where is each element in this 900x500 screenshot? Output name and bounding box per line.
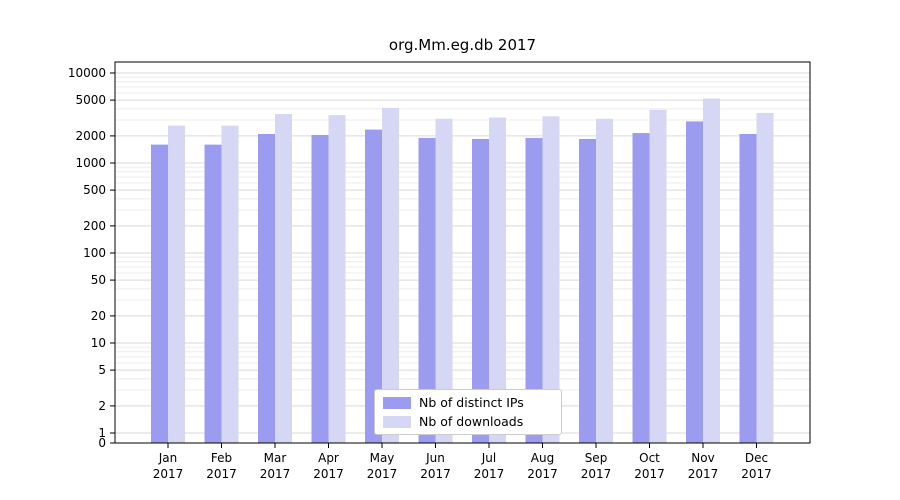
y-tick-label: 2000 bbox=[75, 129, 106, 143]
x-tick-label: Feb 2017 bbox=[206, 451, 237, 481]
x-tick-label: Apr 2017 bbox=[313, 451, 344, 481]
y-tick-label: 10 bbox=[91, 336, 106, 350]
x-tick-label: Mar 2017 bbox=[260, 451, 291, 481]
y-tick-label: 5000 bbox=[75, 93, 106, 107]
bar-distinct-ips bbox=[686, 121, 703, 443]
bar-downloads bbox=[596, 118, 613, 443]
y-tick-label: 500 bbox=[83, 183, 106, 197]
bar-distinct-ips bbox=[472, 138, 489, 444]
x-tick-label: Oct 2017 bbox=[634, 451, 665, 481]
x-tick-label: Sep 2017 bbox=[581, 451, 612, 481]
y-tick-label: 50 bbox=[91, 273, 106, 287]
bar-distinct-ips bbox=[151, 144, 168, 443]
bar-downloads bbox=[435, 118, 453, 443]
bar-downloads bbox=[542, 116, 560, 444]
bar-downloads bbox=[649, 109, 667, 443]
bar-downloads bbox=[489, 117, 506, 443]
bar-downloads bbox=[756, 112, 774, 444]
legend-label-downloads: Nb of downloads bbox=[419, 414, 524, 429]
bar-distinct-ips bbox=[739, 134, 757, 444]
bar-distinct-ips bbox=[525, 137, 543, 443]
x-tick-label: May 2017 bbox=[367, 451, 398, 481]
bar-downloads bbox=[275, 114, 292, 443]
bar-distinct-ips bbox=[579, 138, 596, 444]
legend: Nb of distinct IPs Nb of downloads bbox=[374, 389, 562, 435]
bar-distinct-ips bbox=[365, 129, 382, 444]
y-tick-label: 5 bbox=[98, 363, 106, 377]
bar-distinct-ips bbox=[418, 137, 436, 443]
bar-downloads bbox=[382, 107, 399, 443]
x-tick-label: Dec 2017 bbox=[741, 451, 772, 481]
legend-label-distinct-ips: Nb of distinct IPs bbox=[419, 395, 524, 410]
legend-swatch-downloads bbox=[383, 415, 411, 428]
y-tick-label: 100 bbox=[83, 246, 106, 260]
y-tick-label: 2 bbox=[98, 399, 106, 413]
bar-downloads bbox=[328, 115, 346, 443]
bar-distinct-ips bbox=[311, 134, 329, 444]
y-tick-label: 10000 bbox=[68, 66, 106, 80]
x-tick-label: Nov 2017 bbox=[688, 451, 719, 481]
x-tick-label: Aug 2017 bbox=[527, 451, 558, 481]
bar-distinct-ips bbox=[204, 144, 222, 443]
legend-swatch-distinct-ips bbox=[383, 396, 411, 409]
y-tick-label: 20 bbox=[91, 309, 106, 323]
legend-item-distinct-ips: Nb of distinct IPs bbox=[383, 395, 551, 410]
bar-distinct-ips bbox=[258, 134, 275, 444]
y-tick-label: 0 bbox=[98, 436, 106, 450]
y-tick-label: 200 bbox=[83, 219, 106, 233]
x-tick-label: Jul 2017 bbox=[474, 451, 505, 481]
chart-title: org.Mm.eg.db 2017 bbox=[388, 36, 537, 54]
bar-downloads bbox=[221, 125, 239, 443]
y-tick-label: 1 bbox=[98, 426, 106, 440]
x-tick-label: Jun 2017 bbox=[420, 451, 451, 481]
legend-item-downloads: Nb of downloads bbox=[383, 414, 551, 429]
x-tick-label: Jan 2017 bbox=[153, 451, 184, 481]
plot-border bbox=[114, 61, 811, 444]
bar-downloads bbox=[703, 98, 720, 444]
y-tick-label: 1000 bbox=[75, 156, 106, 170]
bar-downloads bbox=[168, 125, 185, 443]
bar-distinct-ips bbox=[632, 133, 650, 443]
